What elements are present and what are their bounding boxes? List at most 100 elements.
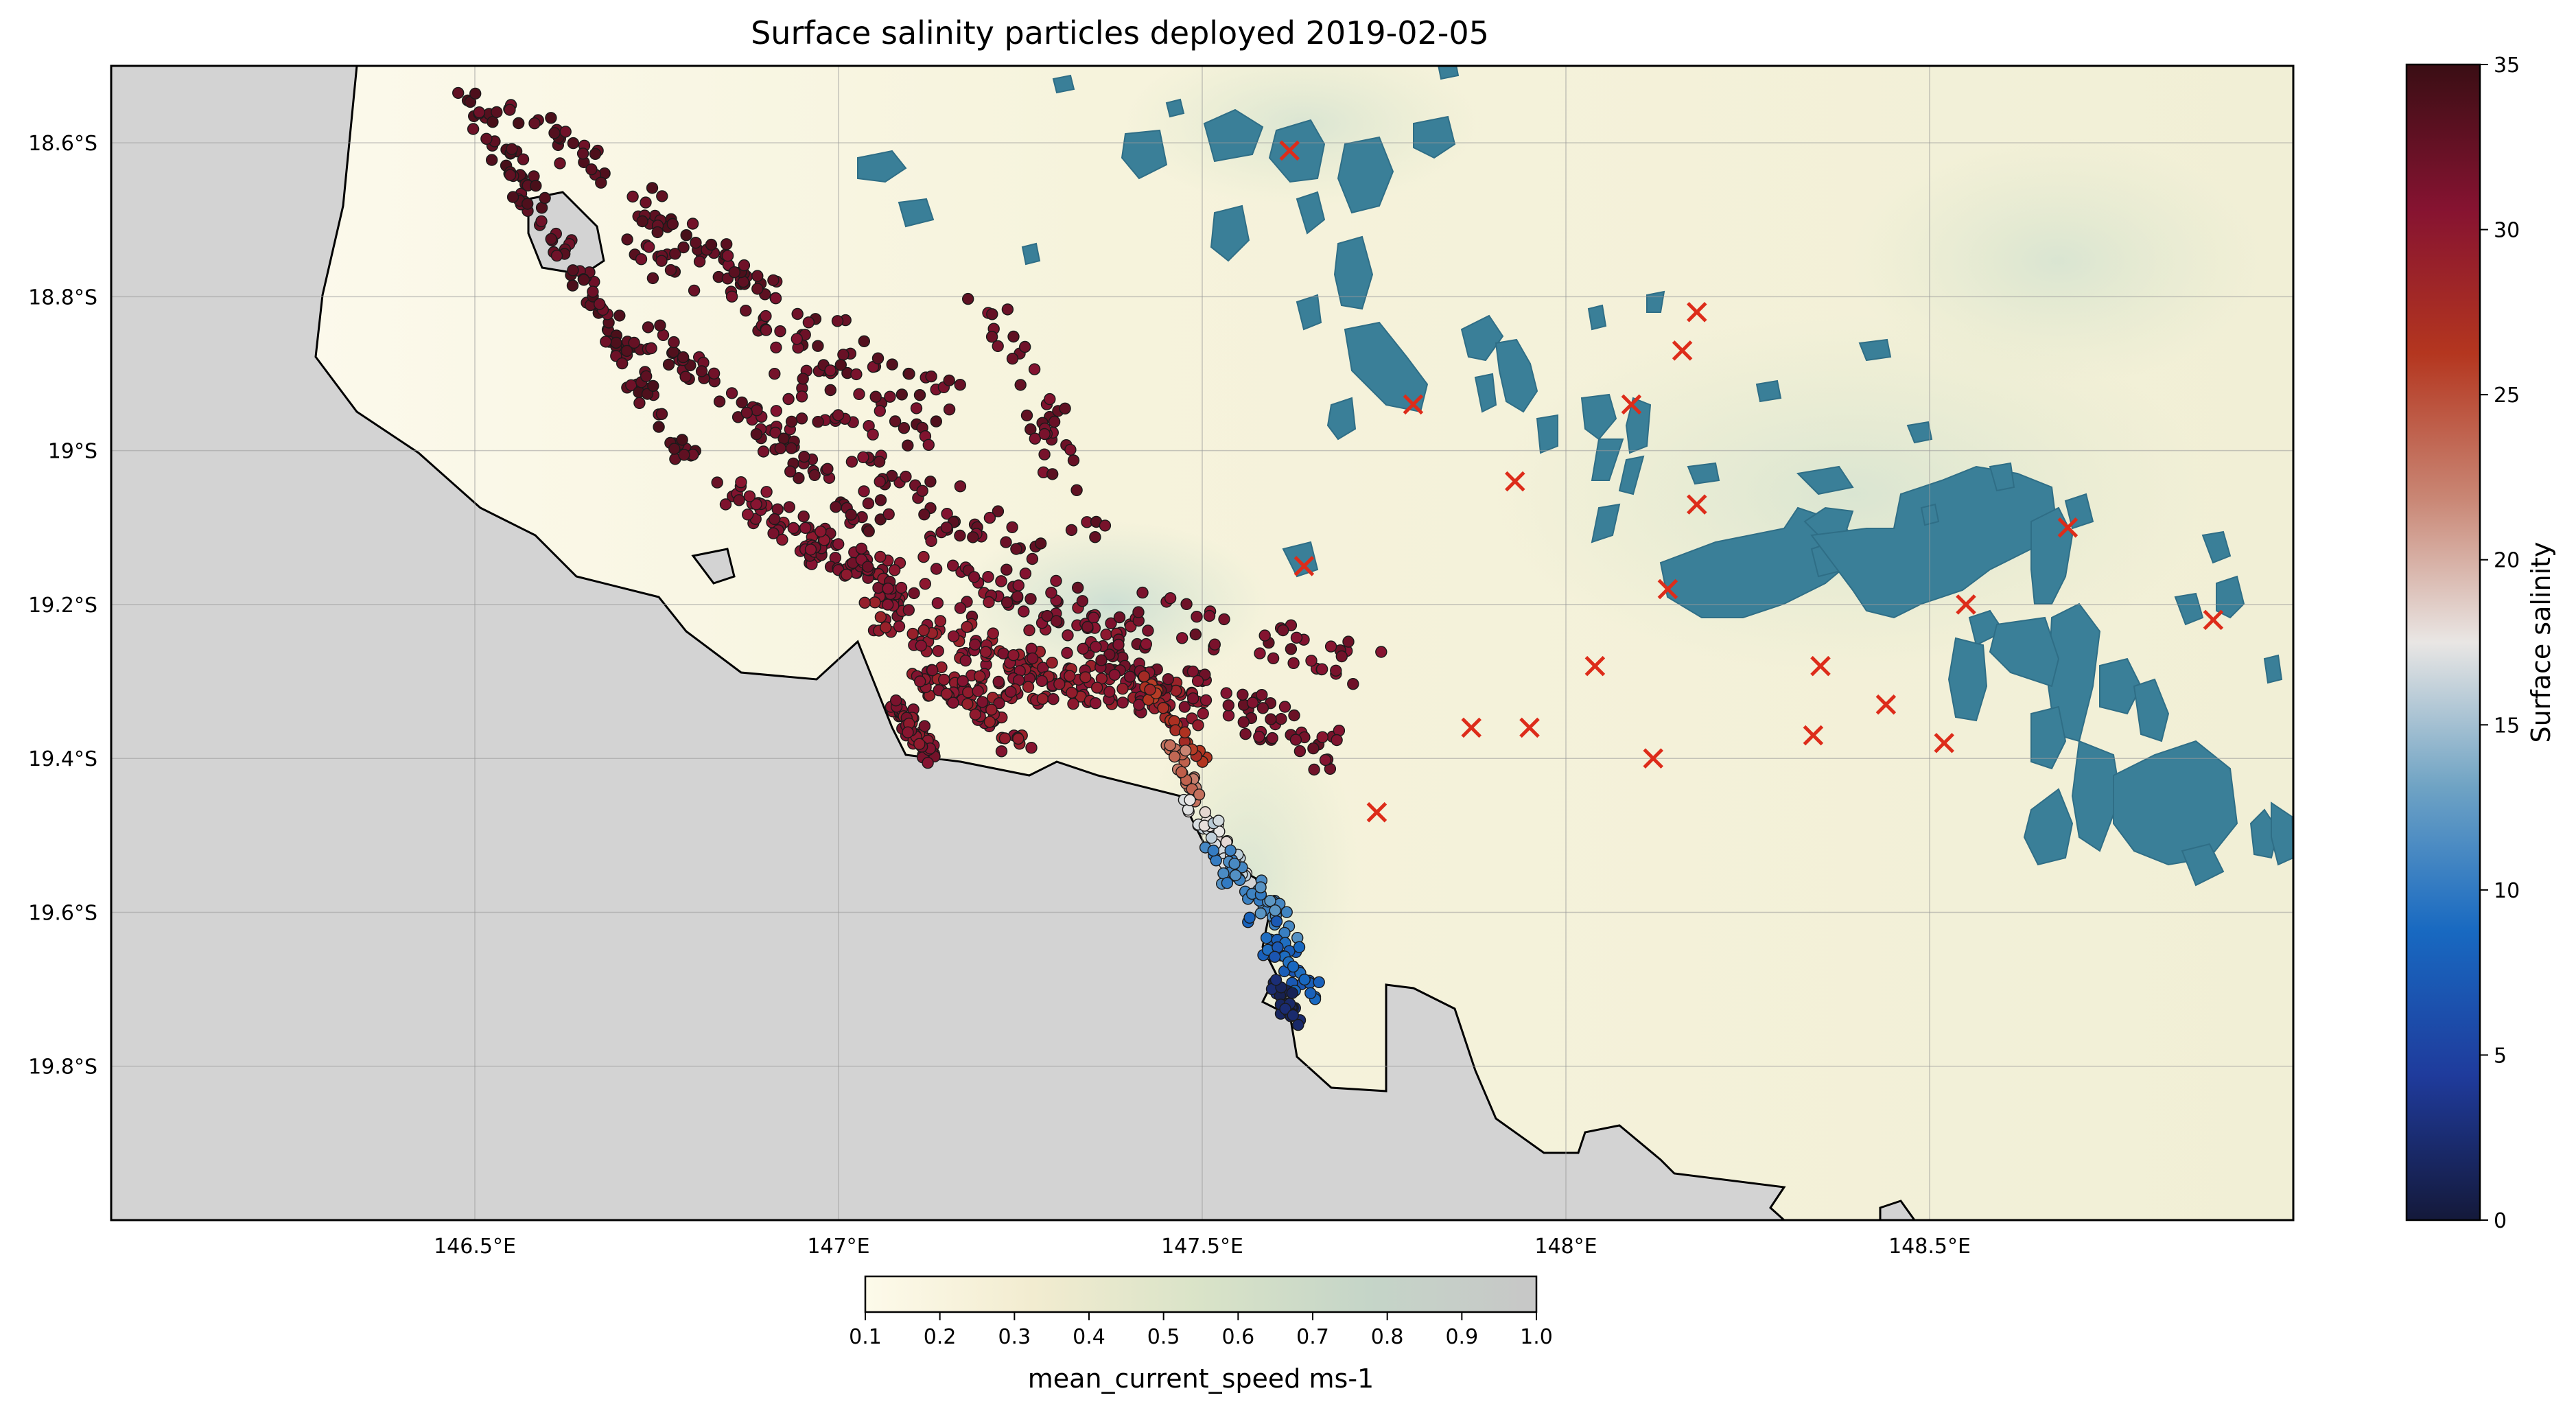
particle xyxy=(1023,624,1035,637)
reef xyxy=(1591,438,1624,481)
particle xyxy=(1123,670,1136,683)
particle xyxy=(821,463,834,475)
particle xyxy=(1307,742,1320,755)
particle xyxy=(922,438,935,451)
particle xyxy=(832,409,845,421)
particle xyxy=(850,368,863,381)
particle xyxy=(776,533,788,546)
current-plume xyxy=(1853,137,2264,384)
particle xyxy=(785,415,798,428)
particle xyxy=(1265,713,1277,725)
particle xyxy=(705,238,718,251)
particle xyxy=(589,148,602,161)
particle xyxy=(769,426,782,439)
particle xyxy=(1289,734,1302,746)
particle xyxy=(1256,689,1268,701)
particle xyxy=(636,215,648,228)
particle xyxy=(845,508,857,521)
release-marker xyxy=(1643,748,1663,769)
particle xyxy=(1222,709,1235,722)
reef xyxy=(2113,740,2238,866)
particle xyxy=(585,163,598,176)
release-marker xyxy=(1657,578,1678,600)
particle xyxy=(1067,697,1079,710)
particle xyxy=(1220,687,1232,699)
particle xyxy=(840,568,853,581)
particle xyxy=(760,486,773,498)
particle xyxy=(918,508,930,521)
particle xyxy=(1270,915,1283,928)
particle xyxy=(1269,974,1283,986)
particle xyxy=(873,456,886,468)
particle xyxy=(633,397,646,409)
particle xyxy=(918,720,931,732)
particle xyxy=(480,132,493,145)
salinity-tick-label: 30 xyxy=(2494,219,2520,243)
particle xyxy=(1026,552,1039,565)
reef xyxy=(1989,462,2015,492)
particle xyxy=(1293,941,1306,953)
particle xyxy=(979,646,992,658)
particle xyxy=(643,241,655,253)
particle xyxy=(961,698,974,710)
particle xyxy=(1138,670,1150,683)
particle xyxy=(917,624,930,637)
particle xyxy=(1192,719,1204,732)
salinity-tick-label: 10 xyxy=(2494,879,2520,903)
particle xyxy=(919,578,932,590)
particle xyxy=(680,229,692,242)
particle xyxy=(986,308,998,320)
particle xyxy=(1025,741,1038,754)
particle xyxy=(969,638,981,651)
reef xyxy=(1052,74,1075,94)
particle xyxy=(640,196,652,209)
particle xyxy=(1099,519,1112,532)
particle xyxy=(793,472,805,484)
particle xyxy=(797,373,809,385)
particle xyxy=(539,191,551,204)
reef xyxy=(2064,493,2094,530)
particle xyxy=(858,596,871,609)
particle xyxy=(767,527,780,539)
particle xyxy=(922,756,934,769)
particle xyxy=(1026,652,1039,665)
particle xyxy=(983,596,995,609)
particle xyxy=(862,497,875,510)
particle xyxy=(837,349,850,361)
particle xyxy=(1142,624,1154,637)
particle xyxy=(902,726,914,738)
particle xyxy=(954,379,966,391)
particle xyxy=(1287,960,1300,973)
particle xyxy=(1179,744,1192,757)
particle xyxy=(998,732,1011,745)
particle xyxy=(721,250,734,262)
particle xyxy=(1133,699,1145,711)
particle xyxy=(1324,640,1337,653)
particle xyxy=(1286,987,1299,999)
reef xyxy=(2030,705,2067,770)
release-marker xyxy=(2057,517,2079,538)
particle xyxy=(1330,664,1342,677)
reef xyxy=(1618,455,1645,495)
particle xyxy=(513,117,525,130)
particle xyxy=(915,640,928,652)
particle xyxy=(688,284,701,297)
particle xyxy=(651,226,664,239)
particle xyxy=(910,402,923,414)
salinity-colorbar-fill xyxy=(2405,63,2481,1221)
particle xyxy=(797,510,810,523)
reef xyxy=(1687,462,1720,485)
particle xyxy=(1186,692,1199,705)
particle xyxy=(1189,628,1202,641)
salinity-tick-label: 35 xyxy=(2494,54,2520,78)
particle xyxy=(655,408,668,420)
particle xyxy=(655,255,668,267)
salinity-tick-label: 20 xyxy=(2494,549,2520,573)
y-tick-label: 19°S xyxy=(48,440,97,464)
particle xyxy=(1007,330,1020,343)
particle xyxy=(785,442,798,454)
particle xyxy=(855,542,868,555)
particle xyxy=(769,368,781,380)
particle xyxy=(1014,379,1027,391)
particle xyxy=(1347,678,1359,690)
